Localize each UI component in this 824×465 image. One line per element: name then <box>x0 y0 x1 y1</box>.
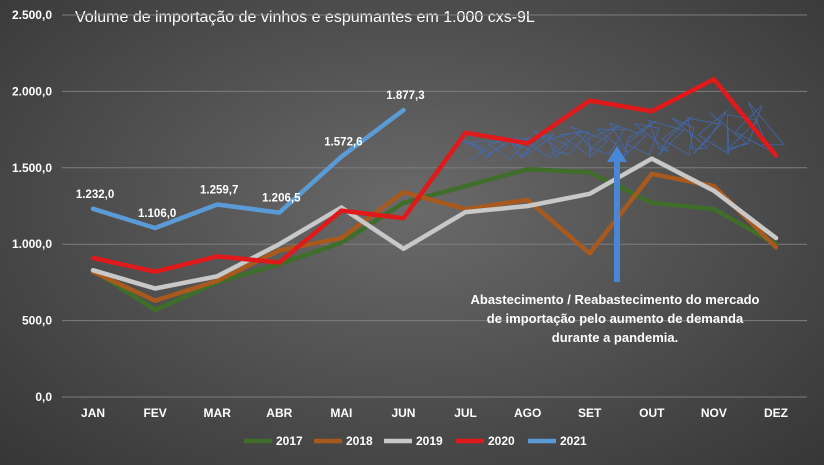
x-tick-label: JUL <box>454 406 477 420</box>
y-tick-label: 500,0 <box>22 314 52 328</box>
legend-label-2019: 2019 <box>416 434 443 448</box>
legend-label-2021: 2021 <box>560 434 587 448</box>
legend-label-2018: 2018 <box>346 434 373 448</box>
data-label: 1.259,7 <box>200 185 238 197</box>
y-tick-label: 1.500,0 <box>12 161 52 175</box>
data-label: 1.877,3 <box>386 90 424 102</box>
data-label: 1.206,5 <box>262 193 301 205</box>
x-tick-label: SET <box>578 406 602 420</box>
series-line-2020 <box>90 76 779 274</box>
x-tick-label: OUT <box>639 406 665 420</box>
x-tick-label: FEV <box>143 406 166 420</box>
data-label: 1.572,6 <box>324 137 362 149</box>
data-label: 1.232,0 <box>76 189 114 201</box>
x-tick-label: MAI <box>330 406 352 420</box>
x-tick-label: NOV <box>701 406 727 420</box>
data-label: 1.106,0 <box>138 208 176 220</box>
series-line-2021 <box>90 107 406 231</box>
series-line-2018 <box>90 171 779 303</box>
scribble-mark <box>458 101 785 161</box>
series-line-2017 <box>90 167 779 313</box>
annotation-line-3: durante a pandemia. <box>551 330 679 345</box>
y-tick-label: 0,0 <box>35 390 52 404</box>
y-tick-label: 2.000,0 <box>12 84 52 98</box>
x-tick-label: DEZ <box>764 406 788 420</box>
annotation-text: Abastecimento / Reabastecimento do merca… <box>440 290 790 347</box>
annotation-line-2: de importação pelo aumento de demanda <box>486 311 744 326</box>
y-tick-label: 1.000,0 <box>12 237 52 251</box>
annotation-arrow-head <box>607 146 627 162</box>
x-tick-label: MAR <box>204 406 232 420</box>
y-tick-label: 2.500,0 <box>12 8 52 22</box>
x-tick-label: JAN <box>81 406 105 420</box>
x-tick-label: JUN <box>391 406 415 420</box>
chart-title: Volume de importação de vinhos e espuman… <box>75 9 535 26</box>
legend-label-2017: 2017 <box>276 434 303 448</box>
legend-label-2020: 2020 <box>488 434 515 448</box>
x-tick-label: ABR <box>266 406 292 420</box>
x-tick-label: AGO <box>514 406 541 420</box>
series-line-2019 <box>90 156 779 291</box>
annotation-line-1: Abastecimento / Reabastecimento do merca… <box>470 292 760 307</box>
